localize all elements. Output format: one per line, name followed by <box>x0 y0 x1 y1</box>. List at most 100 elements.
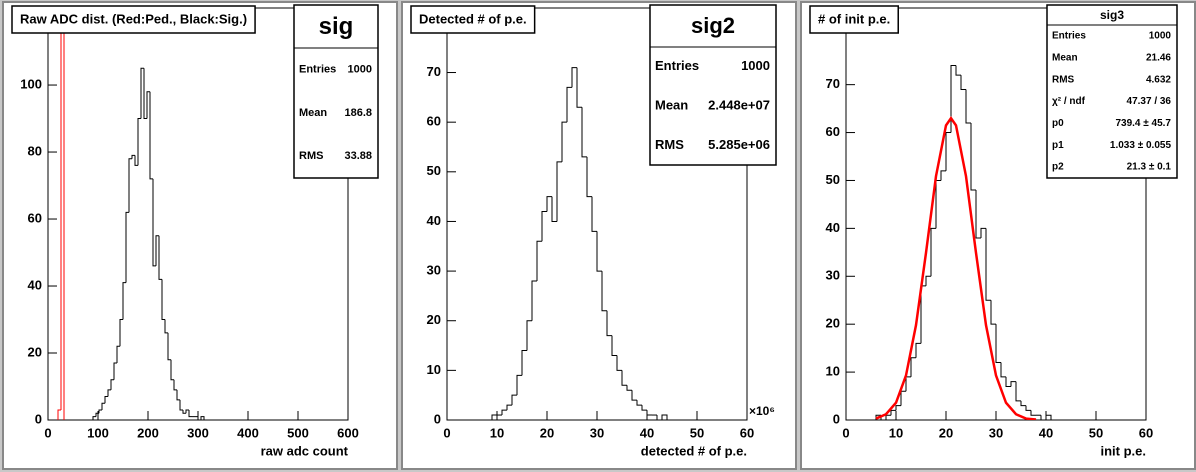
histogram-bin <box>107 389 111 397</box>
stats-title: sig3 <box>1100 8 1124 22</box>
y-tick-label: 10 <box>826 364 840 379</box>
histogram-bin <box>521 350 527 376</box>
histogram-bin <box>536 240 542 282</box>
stats-value: 739.4 ± 45.7 <box>1115 118 1171 129</box>
histogram-bin <box>551 196 557 222</box>
y-tick-label: 60 <box>28 210 42 225</box>
stats-label: p1 <box>1052 140 1064 151</box>
y-tick-label: 50 <box>826 172 840 187</box>
histogram-bin <box>119 319 123 347</box>
histogram-bin <box>176 389 180 401</box>
x-tick-label: 0 <box>842 425 849 440</box>
histogram-bin <box>661 414 668 420</box>
fit-curve <box>875 115 1037 420</box>
y-tick-label: 0 <box>833 411 840 426</box>
y-tick-label: 0 <box>35 411 42 426</box>
stats-value: 2.448e+07 <box>708 97 770 112</box>
histogram-bin <box>116 345 120 364</box>
histogram-bin <box>611 335 617 356</box>
histogram-bin <box>134 155 138 166</box>
histogram-bin <box>965 89 971 124</box>
x-tick-label: 60 <box>1139 425 1153 440</box>
histogram-bin <box>596 231 602 272</box>
x-tick-label: 30 <box>989 425 1003 440</box>
histogram-bin <box>179 399 183 411</box>
histogram-bin <box>895 405 901 411</box>
histogram-bin <box>1005 376 1011 387</box>
y-tick-label: 60 <box>427 114 441 129</box>
histogram-bin <box>581 107 587 158</box>
y-tick-label: 20 <box>427 312 441 327</box>
histogram-bin <box>1000 362 1006 378</box>
stats-value: 1000 <box>1149 31 1172 42</box>
x-tick-label: 50 <box>1089 425 1103 440</box>
x-tick-label: 40 <box>1039 425 1053 440</box>
histogram-bin <box>606 310 612 337</box>
histogram-bin <box>955 65 961 76</box>
x-tick-label: 10 <box>490 425 504 440</box>
x-tick-label: 600 <box>337 425 359 440</box>
histogram-bin <box>925 275 931 286</box>
stats-value: 1.033 ± 0.055 <box>1110 140 1172 151</box>
histogram-bin <box>910 357 916 377</box>
histogram-bin <box>576 67 582 108</box>
stats-label: RMS <box>655 137 684 152</box>
title-box <box>410 5 536 34</box>
histogram-bin <box>122 282 126 320</box>
histogram-bin <box>591 196 597 232</box>
stats-label: χ² / ndf <box>1052 96 1086 107</box>
histogram-bin <box>511 394 517 406</box>
x-tick-label: 500 <box>287 425 309 440</box>
chart-title: Raw ADC dist. (Red:Ped., Black:Sig.) <box>20 11 247 26</box>
histogram-bin <box>970 122 976 191</box>
histogram-bin <box>146 91 150 119</box>
histogram-bin <box>531 280 537 321</box>
histogram-bin <box>626 385 632 391</box>
histogram-bin <box>170 359 174 381</box>
histogram-bin <box>104 396 108 404</box>
histogram-bin <box>950 64 956 133</box>
stats-value: 5.285e+06 <box>708 137 770 152</box>
stats-value: 4.632 <box>1146 74 1171 85</box>
histogram-bin <box>128 158 132 213</box>
histogram-bin <box>101 402 105 410</box>
histogram-bin <box>566 86 572 123</box>
x-tick-label: 0 <box>44 425 51 440</box>
y-tick-label: 20 <box>28 344 42 359</box>
histogram-bin <box>516 374 522 396</box>
x-tick-label: 50 <box>690 425 704 440</box>
stats-label: p2 <box>1052 162 1064 173</box>
stats-label: Mean <box>655 97 688 112</box>
x-tick-label: 20 <box>939 425 953 440</box>
histogram-bin <box>137 118 141 166</box>
histogram-bin <box>173 379 177 391</box>
x-tick-label: 60 <box>740 425 754 440</box>
y-tick-label: 30 <box>826 268 840 283</box>
histogram-bin <box>95 412 99 417</box>
y-tick-label: 10 <box>427 362 441 377</box>
x-axis-exponent: ×10⁶ <box>749 404 775 418</box>
histogram-bin <box>985 228 991 301</box>
y-tick-label: 70 <box>826 76 840 91</box>
y-tick-label: 30 <box>427 263 441 278</box>
stats-label: RMS <box>299 150 323 162</box>
chart-title: Detected # of p.e. <box>419 11 527 26</box>
histogram-bin <box>616 355 622 371</box>
stats-value: 1000 <box>741 58 770 73</box>
histogram-bin <box>149 91 153 180</box>
x-tick-label: 20 <box>540 425 554 440</box>
stats-box <box>293 4 379 179</box>
y-tick-label: 0 <box>434 411 441 426</box>
histogram-bin <box>930 227 936 277</box>
histogram-bin <box>155 235 159 266</box>
y-tick-label: 50 <box>427 163 441 178</box>
histogram-bin <box>167 332 171 361</box>
histogram-bin <box>960 75 966 90</box>
histogram-bin <box>915 342 921 358</box>
stats-label: Entries <box>655 58 699 73</box>
x-tick-label: 40 <box>640 425 654 440</box>
histogram-bin <box>561 121 567 162</box>
histogram-bin <box>571 67 577 88</box>
stats-value: 1000 <box>348 64 372 76</box>
